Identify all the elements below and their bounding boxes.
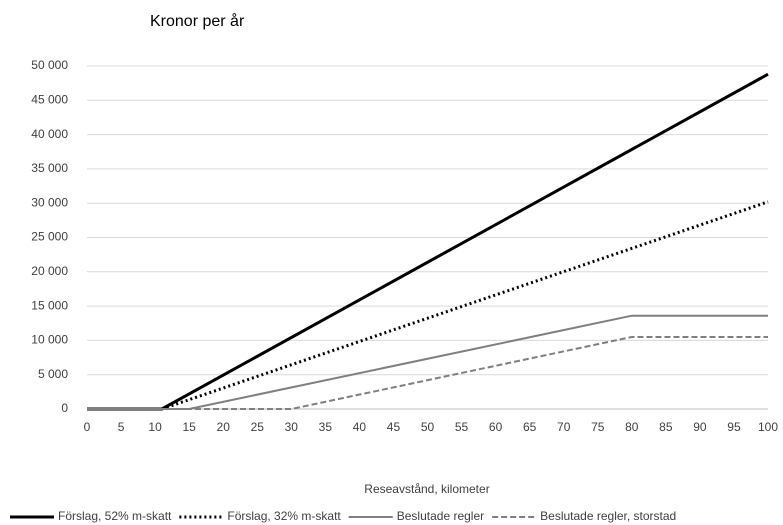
x-tick-label: 55 (455, 420, 469, 434)
y-tick-label: 30 000 (31, 195, 68, 209)
x-tick-label: 100 (758, 420, 778, 434)
x-tick-label: 40 (353, 420, 367, 434)
chart-title: Kronor per år (150, 12, 245, 30)
x-tick-label: 45 (387, 420, 401, 434)
x-tick-label: 35 (319, 420, 333, 434)
line-series (87, 314, 768, 410)
x-tick-label: 65 (523, 420, 537, 434)
y-tick-label: 25 000 (31, 230, 68, 244)
y-tick-label: 45 000 (31, 92, 68, 106)
line-series (87, 335, 768, 410)
y-tick-label: 5 000 (38, 367, 68, 381)
legend-label: Förslag, 52% m-skatt (58, 509, 172, 523)
x-tick-label: 60 (489, 420, 503, 434)
x-tick-label: 85 (659, 420, 673, 434)
x-tick-label: 70 (557, 420, 571, 434)
y-tick-label: 20 000 (31, 264, 68, 278)
x-axis-label: Reseavstånd, kilometer (364, 482, 489, 496)
line-series (87, 200, 769, 411)
legend-label: Förslag, 32% m-skatt (227, 509, 341, 523)
x-tick-label: 90 (693, 420, 707, 434)
x-tick-label: 10 (148, 420, 162, 434)
y-tick-label: 0 (61, 401, 68, 415)
x-tick-label: 95 (727, 420, 741, 434)
y-tick-label: 50 000 (31, 58, 68, 72)
x-tick-label: 0 (84, 420, 91, 434)
x-tick-label: 50 (421, 420, 435, 434)
legend-label: Beslutade regler (397, 509, 484, 523)
x-tick-label: 20 (217, 420, 231, 434)
x-tick-label: 15 (182, 420, 196, 434)
legend-label: Beslutade regler, storstad (540, 509, 676, 523)
x-tick-label: 30 (285, 420, 299, 434)
y-tick-label: 40 000 (31, 127, 68, 141)
x-tick-label: 80 (625, 420, 639, 434)
x-tick-label: 5 (118, 420, 125, 434)
x-tick-label: 25 (251, 420, 265, 434)
y-tick-label: 35 000 (31, 161, 68, 175)
y-tick-label: 10 000 (31, 333, 68, 347)
y-tick-label: 15 000 (31, 298, 68, 312)
x-tick-label: 75 (591, 420, 605, 434)
